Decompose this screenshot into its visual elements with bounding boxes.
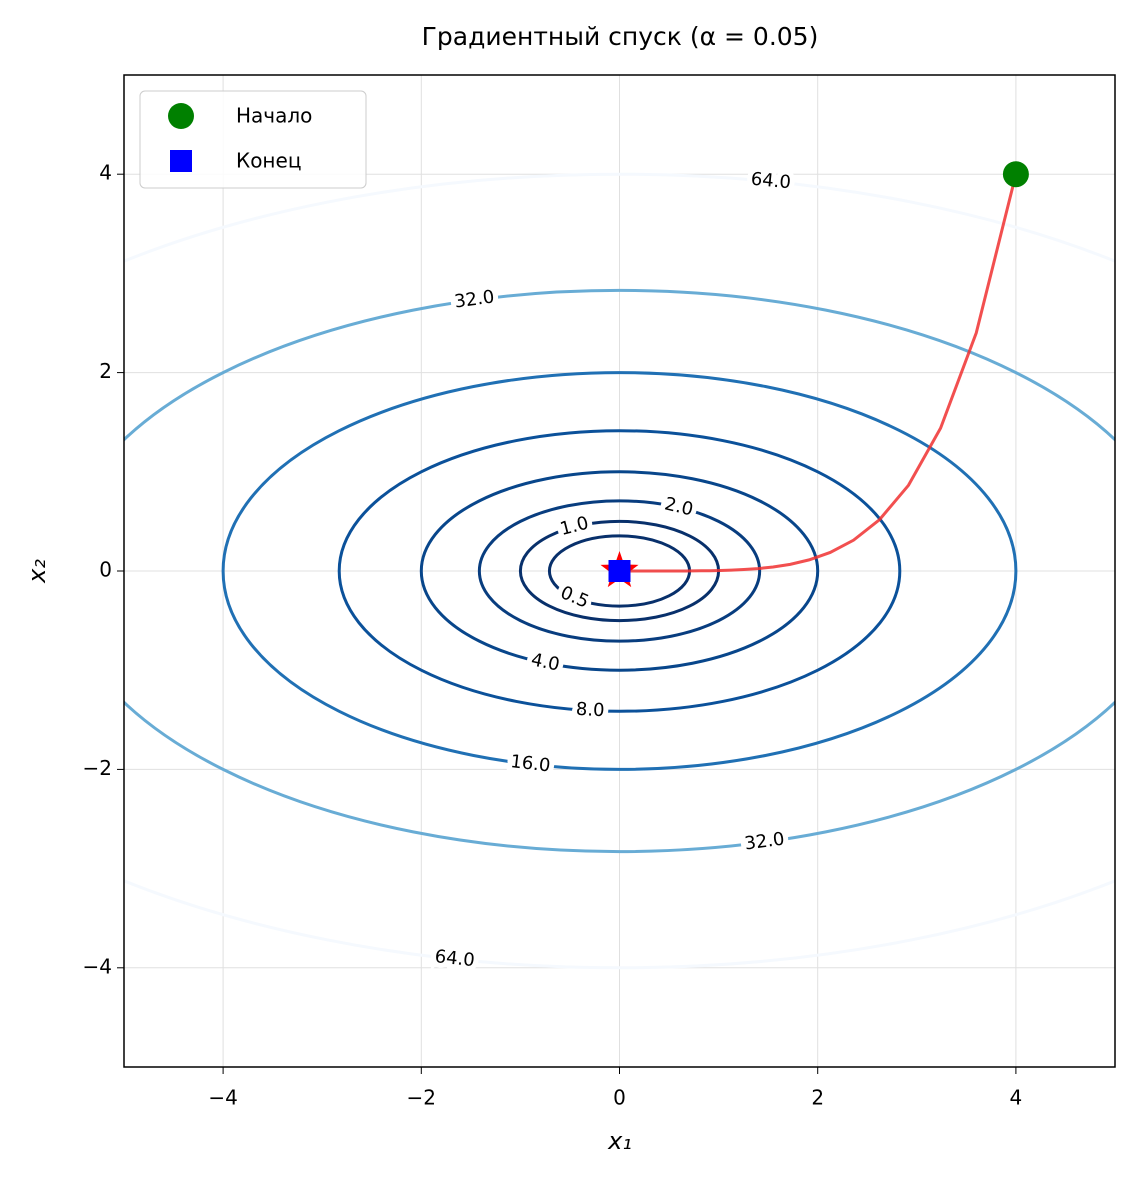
y-tick-label: 0 bbox=[99, 558, 112, 582]
x-axis-label: x₁ bbox=[607, 1127, 632, 1155]
y-axis-label: x₂ bbox=[23, 559, 51, 584]
contour-label: 0.5 bbox=[557, 582, 592, 612]
contour-line bbox=[419, 470, 820, 672]
contours: 0.5 1.0 2.0 4.0 8.0 16.0 32.0 32.0 64.0 64.0 bbox=[124, 164, 1115, 976]
x-tick-label: −4 bbox=[208, 1086, 237, 1110]
legend-box bbox=[139, 90, 367, 189]
contour-line bbox=[221, 371, 1018, 771]
contour-label: 32.0 bbox=[743, 828, 786, 854]
x-tick-label: 4 bbox=[1010, 1086, 1023, 1110]
contour-line bbox=[124, 172, 1115, 970]
grid: −4 −2 0 2 4 −4 −2 0 2 4 bbox=[83, 75, 1115, 1110]
contour-line bbox=[337, 429, 902, 713]
legend-marker bbox=[168, 103, 194, 129]
contour-label: 4.0 bbox=[529, 649, 561, 675]
x-tick-label: 2 bbox=[811, 1086, 824, 1110]
contour-label: 16.0 bbox=[509, 751, 551, 776]
contour-label: 64.0 bbox=[434, 946, 476, 971]
end-marker bbox=[608, 560, 631, 582]
y-tick-label: −4 bbox=[83, 954, 112, 978]
y-tick-label: −2 bbox=[83, 756, 112, 780]
y-tick-label: 2 bbox=[99, 359, 112, 383]
y-tick-label: 4 bbox=[99, 161, 112, 185]
start-marker bbox=[1002, 161, 1029, 188]
x-tick-label: 0 bbox=[613, 1086, 626, 1110]
contour-label: 8.0 bbox=[575, 699, 605, 721]
legend-label: Конец bbox=[236, 149, 301, 173]
marks bbox=[600, 161, 1029, 588]
contour-label: 1.0 bbox=[558, 513, 591, 540]
contour-label: 64.0 bbox=[750, 169, 792, 194]
contour-line bbox=[477, 499, 762, 643]
contour-line bbox=[124, 289, 1115, 853]
contour-label: 32.0 bbox=[453, 286, 496, 312]
plot-frame bbox=[123, 74, 1116, 1068]
legend-marker bbox=[170, 150, 192, 172]
contour-label: 2.0 bbox=[663, 493, 696, 520]
legend: Начало Конец bbox=[139, 90, 367, 189]
legend-label: Начало bbox=[236, 104, 312, 128]
descent-path bbox=[625, 173, 1018, 573]
chart-title: Градиентный спуск (α = 0.05) bbox=[422, 22, 819, 51]
x-tick-label: −2 bbox=[407, 1086, 436, 1110]
